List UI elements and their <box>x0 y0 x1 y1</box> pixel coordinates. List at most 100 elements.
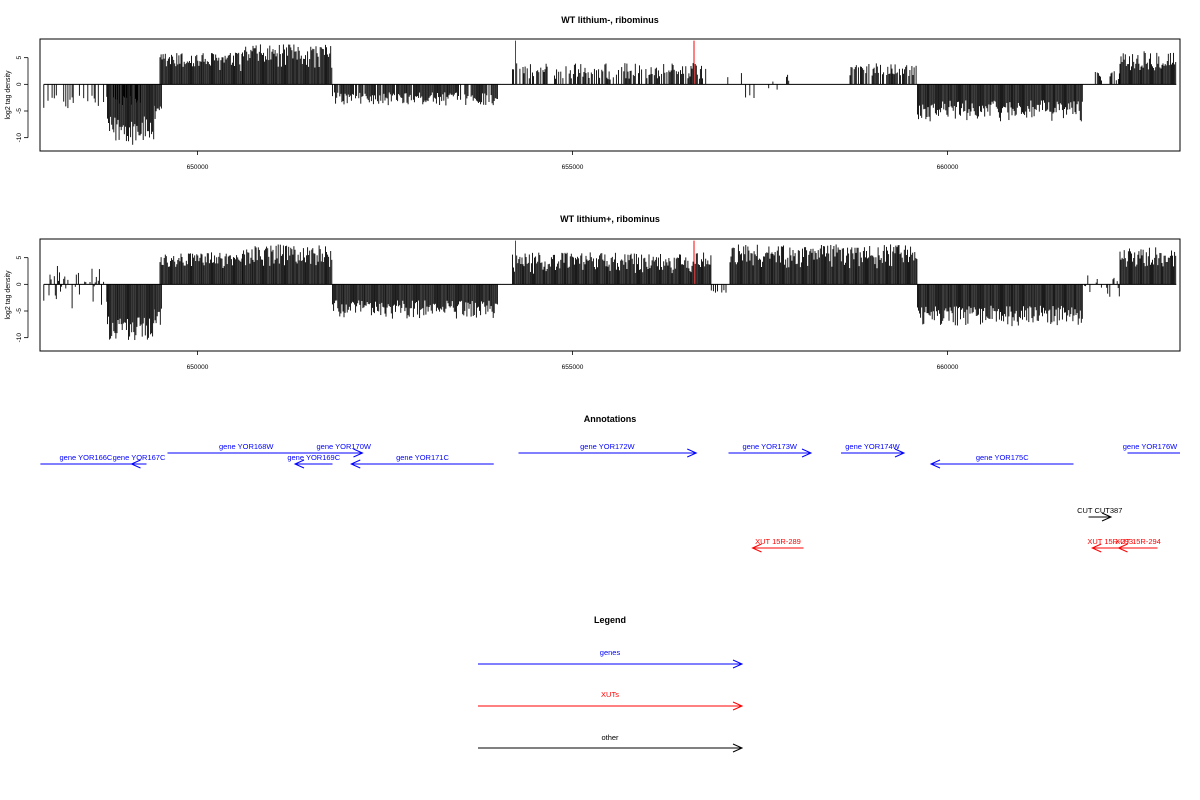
arrow-left-icon <box>293 459 305 469</box>
arrow-right-icon <box>687 448 698 458</box>
y-tick-label: 5 <box>16 55 23 59</box>
legend-title: Legend <box>594 615 626 625</box>
y-axis: 5 0 -5 -10 <box>16 255 29 343</box>
y-tick: -10 <box>16 133 28 143</box>
y-axis-label: log2 tag density <box>5 70 12 120</box>
arrow-left-icon <box>1091 543 1102 553</box>
x-tick: 650000 <box>187 351 209 371</box>
x-axis: 650000 655000 660000 <box>187 151 959 171</box>
annotation-feature: gene YOR170W <box>317 442 372 458</box>
x-tick-label: 655000 <box>562 164 584 171</box>
y-tick: -5 <box>16 108 28 114</box>
y-tick-label: -10 <box>16 333 23 343</box>
feature-label: gene YOR166C <box>60 453 113 462</box>
annotation-feature: gene YOR176W <box>1123 442 1180 454</box>
annotation-feature: gene YOR174W <box>841 442 906 458</box>
feature-label: gene YOR169C <box>287 453 340 462</box>
x-tick-label: 660000 <box>937 364 959 371</box>
legend-item-other: other <box>478 733 744 753</box>
arrow-left-icon <box>130 459 141 469</box>
arrow-right-icon <box>1101 512 1113 522</box>
y-tick: 0 <box>16 82 28 86</box>
track-plot-lithium-plus: WT lithium+, ribominus log2 tag density … <box>5 214 1181 371</box>
y-tick: 5 <box>16 55 28 59</box>
feature-label: XUT 15R-293 <box>1087 537 1133 546</box>
feature-label: gene YOR167C <box>113 453 166 462</box>
feature-label: gene YOR174W <box>845 442 900 451</box>
annotation-feature: CUT CUT387 <box>1077 506 1122 522</box>
x-tick-label: 650000 <box>187 364 209 371</box>
feature-list: gene YOR166C gene YOR167C gene YOR168W gene… <box>40 442 1180 553</box>
annotation-feature: gene YOR173W <box>728 442 813 458</box>
feature-label: gene YOR168W <box>219 442 274 451</box>
x-tick-label: 650000 <box>187 164 209 171</box>
x-tick: 655000 <box>562 351 584 371</box>
legend: Legend genes XUTs other <box>478 615 744 753</box>
highlight-bars <box>515 240 695 285</box>
x-axis: 650000 655000 660000 <box>187 351 959 371</box>
annotation-feature: gene YOR169C <box>287 453 341 469</box>
arrow-left-icon <box>350 459 361 469</box>
arrow-right-icon <box>732 659 744 669</box>
x-tick-label: 660000 <box>937 164 959 171</box>
legend-item-genes: genes <box>478 648 744 669</box>
y-tick-label: -5 <box>16 108 23 114</box>
annotation-feature: XUT 15R-294 <box>1115 537 1161 553</box>
feature-label: gene YOR173W <box>743 442 798 451</box>
y-tick: 0 <box>16 282 28 286</box>
feature-label: gene YOR172W <box>580 442 635 451</box>
arrow-right-icon <box>894 448 906 458</box>
feature-label: gene YOR170W <box>317 442 372 451</box>
annotation-feature: gene YOR175C <box>929 453 1074 469</box>
legend-item-xuts: XUTs <box>478 690 744 711</box>
highlight-bars <box>515 40 695 85</box>
y-tick-label: 5 <box>16 255 23 259</box>
annotation-feature: gene YOR166C <box>40 453 132 465</box>
x-tick: 650000 <box>187 151 209 171</box>
arrow-right-icon <box>353 448 364 458</box>
data-bars <box>43 244 1177 341</box>
arrow-left-icon <box>929 459 941 469</box>
y-tick-label: 0 <box>16 282 23 286</box>
y-tick-label: -10 <box>16 133 23 143</box>
plot-frame <box>39 38 1181 152</box>
data-bars <box>43 44 1177 145</box>
y-tick: -5 <box>16 308 28 314</box>
track-plot-lithium-minus: WT lithium-, ribominus log2 tag density … <box>5 15 1181 171</box>
feature-label: gene YOR171C <box>396 453 449 462</box>
arrow-left-icon <box>751 543 762 553</box>
arrow-left-icon <box>1117 543 1128 553</box>
y-tick-label: -5 <box>16 308 23 314</box>
y-axis: 5 0 -5 -10 <box>16 55 29 143</box>
feature-label: CUT CUT387 <box>1077 506 1122 515</box>
legend-label: genes <box>600 648 621 657</box>
y-tick: -10 <box>16 333 28 343</box>
x-tick: 660000 <box>937 151 959 171</box>
legend-label: other <box>601 733 619 742</box>
y-tick-label: 0 <box>16 82 23 86</box>
annotation-feature: gene YOR171C <box>350 453 494 469</box>
annotation-feature: gene YOR168W <box>167 442 325 454</box>
legend-label: XUTs <box>601 690 619 699</box>
y-tick: 5 <box>16 255 28 259</box>
feature-label: XUT 15R-289 <box>755 537 801 546</box>
feature-label: gene YOR176W <box>1123 442 1178 451</box>
annotations-track: Annotations gene YOR166C gene YOR167Cgene… <box>40 414 1180 553</box>
annotation-feature: gene YOR172W <box>518 442 698 458</box>
feature-label: XUT 15R-294 <box>1115 537 1161 546</box>
arrow-right-icon <box>732 701 744 711</box>
plot-frame <box>39 238 1181 352</box>
arrow-right-icon <box>801 448 813 458</box>
arrow-right-icon <box>732 743 744 753</box>
plot-title: WT lithium-, ribominus <box>561 15 659 25</box>
y-axis-label: log2 tag density <box>5 270 12 320</box>
annotation-feature: XUT 15R-289 <box>751 537 804 553</box>
annotations-title: Annotations <box>584 414 637 424</box>
x-tick-label: 655000 <box>562 364 584 371</box>
plot-title: WT lithium+, ribominus <box>560 214 660 224</box>
annotation-feature: gene YOR167C <box>113 453 166 469</box>
x-tick: 660000 <box>937 351 959 371</box>
x-tick: 655000 <box>562 151 584 171</box>
feature-label: gene YOR175C <box>976 453 1029 462</box>
